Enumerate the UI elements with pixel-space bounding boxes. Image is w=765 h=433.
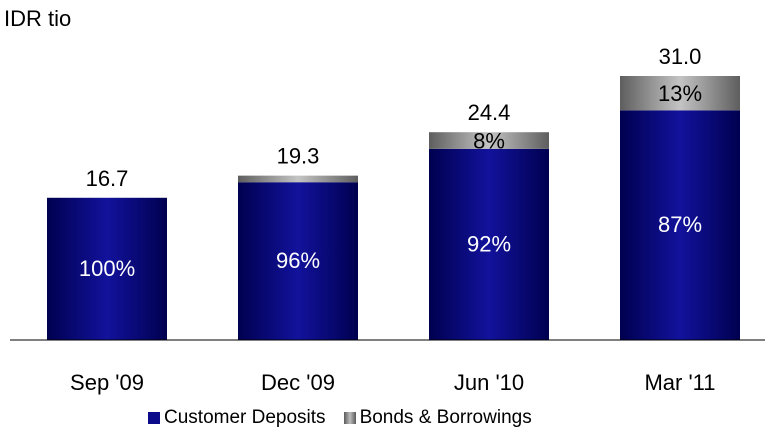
category-label-mar-11: Mar '11	[644, 370, 715, 395]
bar-bonds-borrowings-jun-10	[429, 132, 549, 149]
legend-swatch-customer-deposits	[148, 412, 160, 424]
bar-bonds-borrowings-dec-09	[238, 175, 358, 183]
unit-label: IDR tio	[4, 6, 72, 31]
legend-item-bonds-borrowings: Bonds & Borrowings	[343, 407, 532, 429]
total-label-sep-09: 16.7	[86, 166, 129, 191]
bar-customer-deposits-sep-09	[47, 197, 167, 340]
total-label-mar-11: 31.0	[659, 44, 702, 69]
legend-label-customer-deposits: Customer Deposits	[164, 407, 326, 428]
share-label-customer-deposits-mar-11: 87%	[658, 212, 702, 237]
legend-label-bonds-borrowings: Bonds & Borrowings	[359, 407, 532, 428]
bar-customer-deposits-dec-09	[238, 182, 358, 340]
share-label-customer-deposits-dec-09: 96%	[276, 248, 320, 273]
category-label-sep-09: Sep '09	[70, 370, 144, 395]
legend-item-customer-deposits: Customer Deposits	[148, 407, 326, 429]
bar-bonds-borrowings-mar-11	[620, 76, 740, 111]
legend: Customer Deposits Bonds & Borrowings	[148, 407, 550, 429]
share-label-customer-deposits-jun-10: 92%	[467, 231, 511, 256]
stacked-bar-chart: 16.7 100% Sep '09 19.3 96% Dec '09 24.4 92% 8% Ju…	[10, 44, 765, 395]
total-label-jun-10: 24.4	[468, 100, 511, 125]
legend-swatch-bonds-borrowings	[343, 412, 356, 424]
category-label-jun-10: Jun '10	[454, 370, 524, 395]
total-label-dec-09: 19.3	[277, 144, 320, 169]
share-label-bonds-borrowings-jun-10: 8%	[473, 129, 505, 154]
bar-customer-deposits-jun-10	[429, 148, 549, 340]
share-label-customer-deposits-sep-09: 100%	[79, 256, 135, 281]
bar-customer-deposits-mar-11	[620, 110, 740, 340]
share-label-bonds-borrowings-mar-11: 13%	[658, 81, 702, 106]
category-label-dec-09: Dec '09	[261, 370, 335, 395]
